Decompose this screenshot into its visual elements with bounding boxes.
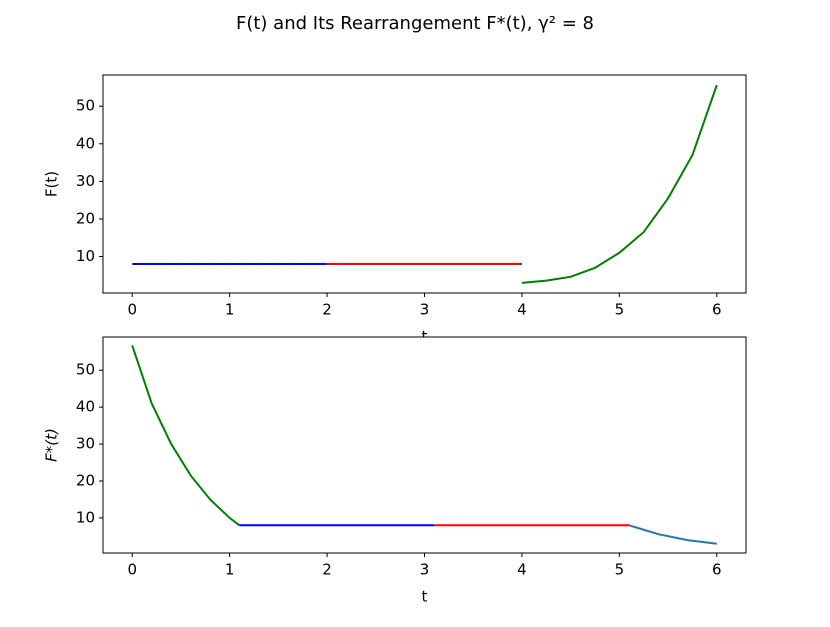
y-tick-label: 20 <box>76 472 95 490</box>
y-tick-label: 10 <box>76 508 95 526</box>
plot-area <box>103 337 746 553</box>
x-tick-label: 0 <box>127 301 137 319</box>
x-tick-label: 3 <box>420 561 430 579</box>
x-tick-label: 2 <box>322 301 332 319</box>
plot-area <box>103 75 746 293</box>
line <box>628 524 717 545</box>
x-tick-label: 0 <box>127 561 137 579</box>
y-tick-label: 50 <box>76 361 95 379</box>
y-tick-label: 40 <box>76 134 95 152</box>
x-tick-label: 1 <box>225 561 235 579</box>
y-tick-label: 30 <box>76 435 95 453</box>
line <box>521 84 718 284</box>
y-tick-label: 50 <box>76 97 95 115</box>
y-axis-label: F(t) <box>43 171 61 197</box>
x-axis-label: t <box>422 588 428 606</box>
x-tick-label: 4 <box>517 301 527 319</box>
x-tick-label: 6 <box>712 561 722 579</box>
y-tick-label: 20 <box>76 209 95 227</box>
x-tick-label: 3 <box>420 301 430 319</box>
y-axis-label: F*(t) <box>43 428 61 462</box>
x-tick-label: 4 <box>517 561 527 579</box>
chart-title: F(t) and Its Rearrangement F*(t), γ² = 8 <box>236 13 594 34</box>
y-tick-label: 40 <box>76 398 95 416</box>
x-tick-label: 5 <box>615 561 625 579</box>
x-tick-label: 6 <box>712 301 722 319</box>
y-tick-label: 30 <box>76 172 95 190</box>
x-tick-label: 5 <box>615 301 625 319</box>
x-tick-label: 2 <box>322 561 332 579</box>
y-tick-label: 10 <box>76 247 95 265</box>
x-tick-label: 1 <box>225 301 235 319</box>
line <box>131 345 240 527</box>
